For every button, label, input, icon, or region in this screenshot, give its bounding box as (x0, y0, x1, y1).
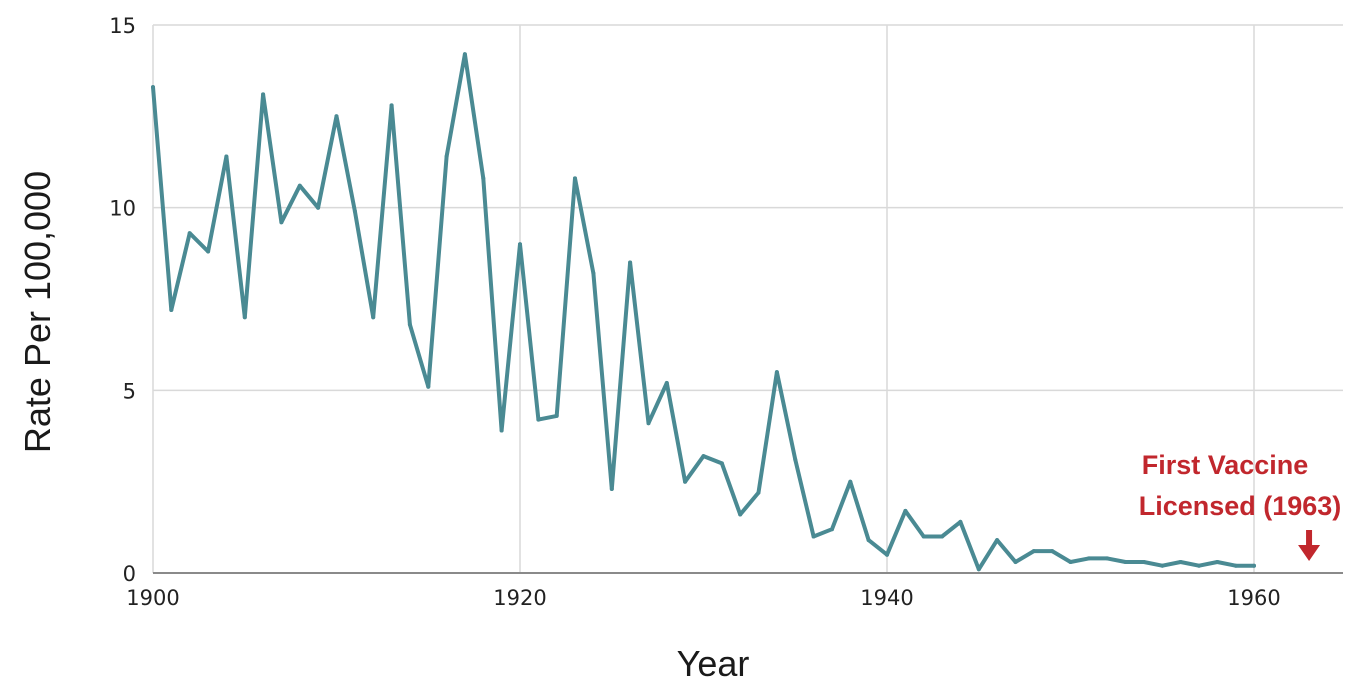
x-tick-label: 1900 (126, 586, 179, 610)
down-arrow-icon (1298, 530, 1321, 561)
data-point (1215, 560, 1220, 564)
data-point (609, 487, 614, 491)
vaccine-annotation: First Vaccine Licensed (1963) (1139, 450, 1342, 561)
data-point (224, 154, 229, 159)
data-point (1141, 560, 1146, 564)
data-point (885, 552, 889, 557)
data-point (279, 220, 284, 225)
y-tick-label: 10 (109, 197, 136, 221)
data-point (573, 176, 577, 181)
data-point (169, 308, 174, 312)
data-point (995, 538, 1000, 543)
data-point (646, 421, 651, 426)
data-point (518, 242, 522, 247)
x-tick-label: 1960 (1227, 586, 1280, 610)
y-tick-label: 5 (123, 379, 136, 403)
data-point (591, 271, 596, 276)
data-point (976, 567, 981, 572)
data-point (1123, 560, 1128, 564)
x-tick-label: 1940 (860, 586, 913, 610)
annotation-line-2: Licensed (1963) (1139, 491, 1342, 521)
data-point (848, 479, 853, 484)
data-point (774, 370, 779, 375)
data-point (903, 508, 908, 513)
data-point (554, 413, 559, 418)
data-point (151, 85, 155, 90)
data-point (481, 176, 486, 181)
data-point (261, 92, 266, 97)
data-point (499, 428, 504, 433)
grid-lines (152, 24, 1343, 573)
data-point (242, 315, 247, 320)
data-point (1252, 563, 1256, 568)
data-point (1086, 556, 1091, 561)
data-point (1160, 563, 1165, 568)
y-tick-label: 15 (109, 14, 136, 38)
data-point (462, 52, 467, 57)
data-point (297, 183, 302, 188)
data-point (1050, 549, 1055, 554)
data-point (1068, 560, 1073, 564)
data-point (811, 534, 816, 539)
data-point (958, 519, 963, 524)
data-point (407, 322, 412, 327)
data-point (426, 384, 431, 389)
data-point (1013, 560, 1018, 564)
data-point (1233, 563, 1238, 568)
data-point (1031, 549, 1036, 554)
data-point (334, 114, 339, 119)
arrow-shaft (1306, 530, 1313, 547)
data-point (664, 381, 669, 385)
x-axis-title: Year (677, 643, 750, 684)
data-point (866, 538, 871, 543)
data-point (1105, 556, 1110, 561)
data-point (316, 205, 321, 210)
data-point (830, 527, 834, 532)
data-point (352, 209, 357, 214)
data-point (628, 260, 633, 265)
data-point (206, 249, 211, 254)
data-point (683, 479, 688, 484)
series-line (151, 52, 1256, 572)
data-point (1197, 563, 1201, 568)
data-point (701, 454, 706, 459)
data-point (756, 490, 761, 495)
data-point (536, 417, 541, 422)
tick-labels: 0 5 10 15 1900 1920 1940 1960 (109, 14, 1280, 610)
data-point (371, 315, 376, 320)
y-axis-title: Rate Per 100,000 (17, 171, 58, 453)
data-point (940, 534, 944, 539)
x-tick-label: 1920 (493, 586, 546, 610)
y-tick-label: 0 (123, 562, 136, 586)
data-point (793, 457, 798, 462)
data-point (187, 231, 192, 236)
data-point (738, 512, 743, 517)
data-point (389, 103, 394, 108)
data-point (921, 534, 926, 539)
data-point (1178, 560, 1183, 564)
series-layer (151, 52, 1256, 572)
annotation-line-1: First Vaccine (1142, 450, 1309, 480)
arrow-head (1298, 545, 1321, 561)
data-point (444, 154, 449, 159)
data-point (719, 461, 724, 466)
